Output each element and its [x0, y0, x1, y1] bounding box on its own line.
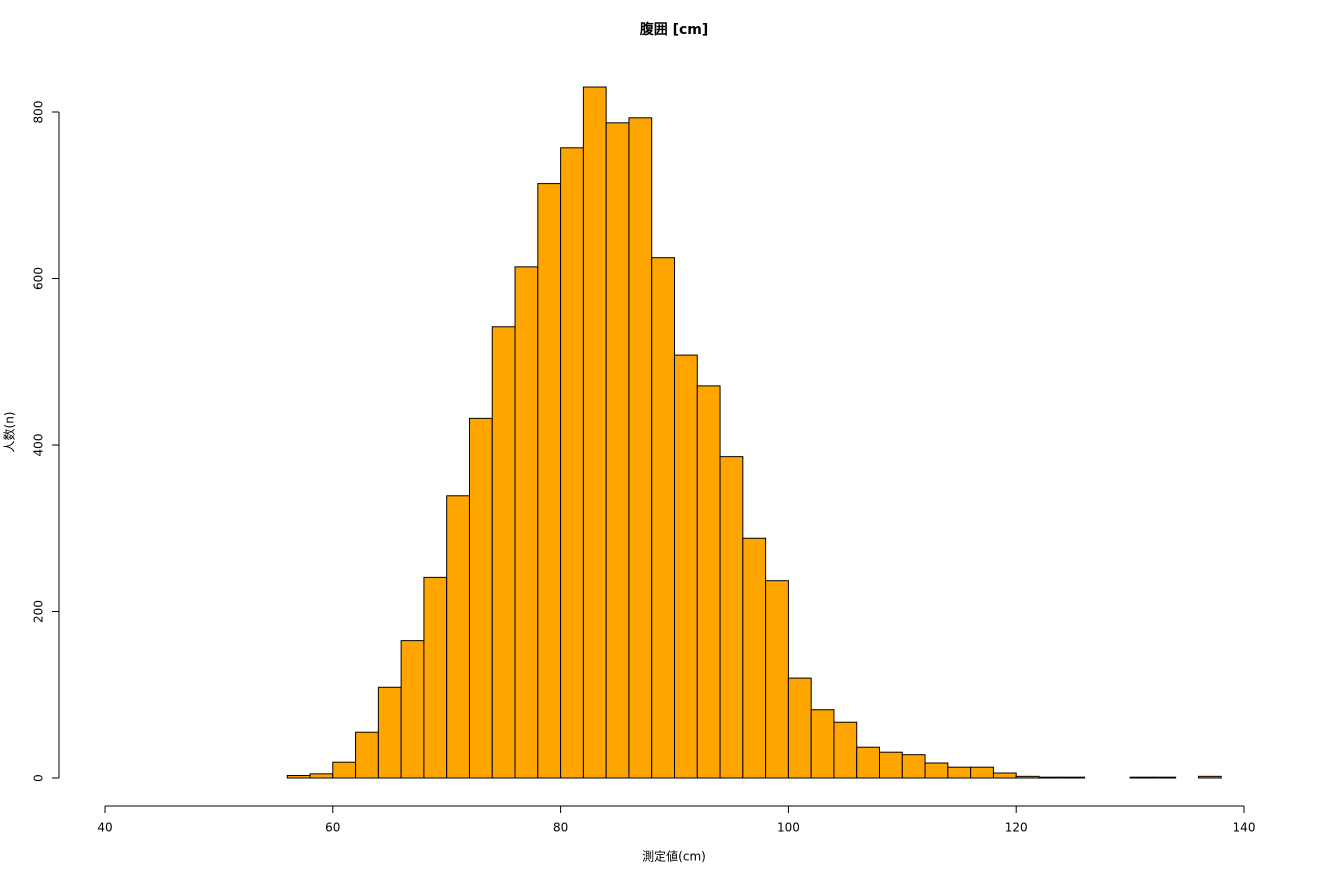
x-tick-label: 40	[97, 821, 112, 835]
bar	[1129, 776, 1154, 779]
bar	[947, 766, 972, 779]
y-tick-label: 200	[32, 600, 46, 623]
bar	[924, 762, 949, 779]
bar	[901, 754, 926, 779]
x-tick-label: 60	[325, 821, 340, 835]
bar	[674, 354, 698, 779]
bar	[582, 86, 607, 779]
bar	[1038, 776, 1063, 779]
x-tick-label: 120	[1005, 821, 1028, 835]
bar	[879, 751, 903, 779]
bar	[605, 122, 630, 779]
bar	[719, 456, 744, 779]
bar	[332, 761, 357, 779]
bar	[377, 686, 402, 779]
bar	[400, 640, 425, 779]
bar	[1197, 775, 1222, 779]
x-tick-label: 80	[553, 821, 568, 835]
bar	[1061, 776, 1086, 779]
x-tick-label: 140	[1233, 821, 1256, 835]
bar	[446, 495, 470, 779]
x-axis-label: 測定値(cm)	[642, 849, 706, 864]
bar	[355, 731, 379, 779]
bar	[537, 183, 562, 779]
bar	[787, 677, 812, 779]
bar	[1152, 776, 1177, 779]
y-tick-label: 800	[32, 101, 46, 124]
bar	[970, 766, 994, 779]
bar	[560, 147, 584, 779]
y-tick-label: 600	[32, 267, 46, 290]
bar	[468, 417, 493, 779]
bar	[742, 537, 767, 779]
bar	[696, 385, 721, 779]
bar	[423, 576, 448, 779]
y-tick-label: 400	[32, 434, 46, 457]
bar	[1015, 775, 1040, 779]
bar	[651, 257, 675, 779]
bar	[992, 772, 1017, 779]
bar	[628, 117, 653, 779]
bar	[491, 326, 516, 779]
bar	[514, 266, 539, 779]
bar	[833, 721, 858, 779]
bar	[856, 746, 881, 779]
y-tick-label: 0	[32, 774, 46, 782]
bar	[309, 773, 334, 779]
bar	[810, 709, 835, 779]
chart-title: 腹囲 [cm]	[640, 21, 709, 38]
x-tick-label: 100	[777, 821, 800, 835]
y-axis-label: 人数(n)	[2, 412, 17, 453]
bar	[765, 580, 789, 779]
bar	[286, 775, 311, 779]
